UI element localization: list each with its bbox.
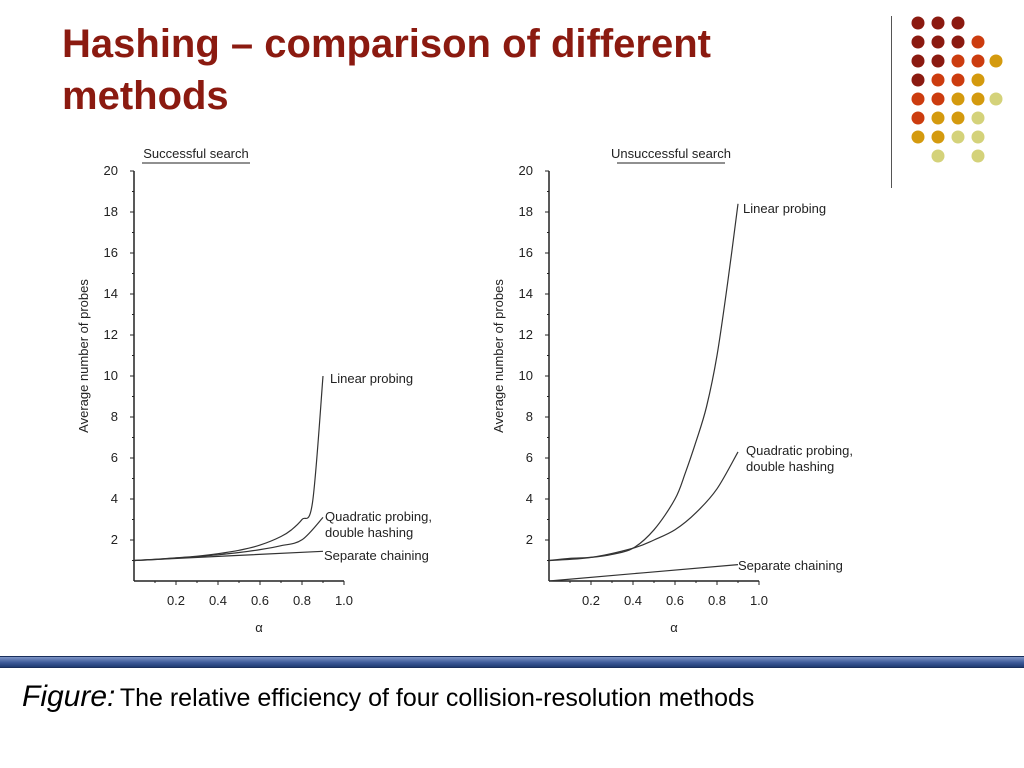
x-tick-label: 0.8 xyxy=(708,593,726,608)
decor-dot xyxy=(931,111,945,125)
y-tick-label: 6 xyxy=(111,450,118,465)
y-tick-label: 18 xyxy=(104,204,118,219)
y-tick-label: 6 xyxy=(526,450,533,465)
x-tick-label: 0.6 xyxy=(666,593,684,608)
decor-dot xyxy=(971,130,985,144)
series-label: Separate chaining xyxy=(738,558,843,573)
decor-dot xyxy=(989,54,1003,68)
y-tick-label: 12 xyxy=(519,327,533,342)
series-label: Quadratic probing, double hashing xyxy=(746,443,853,474)
successful-search-chart: Successful search 2 4 6 8 10 12 14 16 18 20 0.2 0.4 0… xyxy=(76,146,432,635)
decor-dot xyxy=(971,54,985,68)
series-label: Quadratic probing, double hashing xyxy=(325,509,432,540)
y-tick-label: 2 xyxy=(111,532,118,547)
y-axis-label: Average number of probes xyxy=(76,279,91,433)
y-tick-label: 20 xyxy=(104,163,118,178)
footer-bar xyxy=(0,656,1024,668)
chart-title: Successful search xyxy=(143,146,249,161)
decor-dot xyxy=(911,35,925,49)
y-tick-label: 10 xyxy=(519,368,533,383)
x-tick-label: 0.4 xyxy=(624,593,642,608)
decor-dot xyxy=(931,35,945,49)
y-tick-label: 12 xyxy=(104,327,118,342)
unsuccessful-search-chart: Unsuccessful search 2 4 6 8 10 12 14 16 18 20 0.2 0.… xyxy=(491,146,853,635)
vertical-divider xyxy=(891,16,892,188)
y-tick-label: 20 xyxy=(519,163,533,178)
decor-dot xyxy=(931,92,945,106)
slide-title: Hashing – comparison of different method… xyxy=(62,22,711,118)
decor-dot xyxy=(971,35,985,49)
decor-dot xyxy=(911,111,925,125)
x-tick-label: 0.6 xyxy=(251,593,269,608)
x-tick-label: 1.0 xyxy=(335,593,353,608)
decor-dot xyxy=(931,149,945,163)
decor-dot xyxy=(971,149,985,163)
chart-title: Unsuccessful search xyxy=(611,146,731,161)
y-tick-label: 4 xyxy=(526,491,533,506)
y-tick-label: 16 xyxy=(519,245,533,260)
decor-dot xyxy=(911,130,925,144)
series-label: Linear probing xyxy=(330,371,413,386)
y-tick-label: 14 xyxy=(519,286,533,301)
decor-dot xyxy=(971,92,985,106)
series-line xyxy=(548,564,739,582)
caption-label: Figure: xyxy=(22,680,116,713)
figure-caption: Figure: The relative efficiency of four … xyxy=(22,680,1002,714)
series-line xyxy=(133,516,324,562)
decor-dot xyxy=(951,92,965,106)
y-tick-label: 8 xyxy=(111,409,118,424)
decor-dot xyxy=(951,130,965,144)
y-tick-label: 8 xyxy=(526,409,533,424)
decor-dot xyxy=(951,54,965,68)
x-axis-label: α xyxy=(670,620,678,635)
series-label: Linear probing xyxy=(743,201,826,216)
decor-dot xyxy=(931,54,945,68)
decor-dot xyxy=(931,16,945,30)
x-tick-label: 0.4 xyxy=(209,593,227,608)
x-tick-label: 1.0 xyxy=(750,593,768,608)
y-tick-label: 16 xyxy=(104,245,118,260)
decor-dot xyxy=(971,73,985,87)
series-label: Separate chaining xyxy=(324,548,429,563)
x-tick-label: 0.8 xyxy=(293,593,311,608)
decor-dot xyxy=(951,35,965,49)
decor-dot xyxy=(951,16,965,30)
y-axis-label: Average number of probes xyxy=(491,279,506,433)
y-tick-label: 2 xyxy=(526,532,533,547)
decor-dot xyxy=(911,54,925,68)
x-axis-label: α xyxy=(255,620,263,635)
decor-dot xyxy=(989,92,1003,106)
series-line xyxy=(548,203,739,562)
decor-dot xyxy=(951,111,965,125)
decor-dot xyxy=(931,130,945,144)
decor-dot xyxy=(911,16,925,30)
y-tick-label: 18 xyxy=(519,204,533,219)
x-tick-label: 0.2 xyxy=(167,593,185,608)
decor-dot xyxy=(931,73,945,87)
decor-dot xyxy=(911,73,925,87)
y-tick-label: 4 xyxy=(111,491,118,506)
series-line xyxy=(133,375,324,562)
y-tick-label: 10 xyxy=(104,368,118,383)
series-line xyxy=(133,550,324,562)
decor-dot xyxy=(951,73,965,87)
caption-text: The relative efficiency of four collisio… xyxy=(119,684,755,712)
decor-dot xyxy=(911,92,925,106)
series-line xyxy=(548,451,739,562)
y-tick-label: 14 xyxy=(104,286,118,301)
x-tick-label: 0.2 xyxy=(582,593,600,608)
decor-dot xyxy=(971,111,985,125)
